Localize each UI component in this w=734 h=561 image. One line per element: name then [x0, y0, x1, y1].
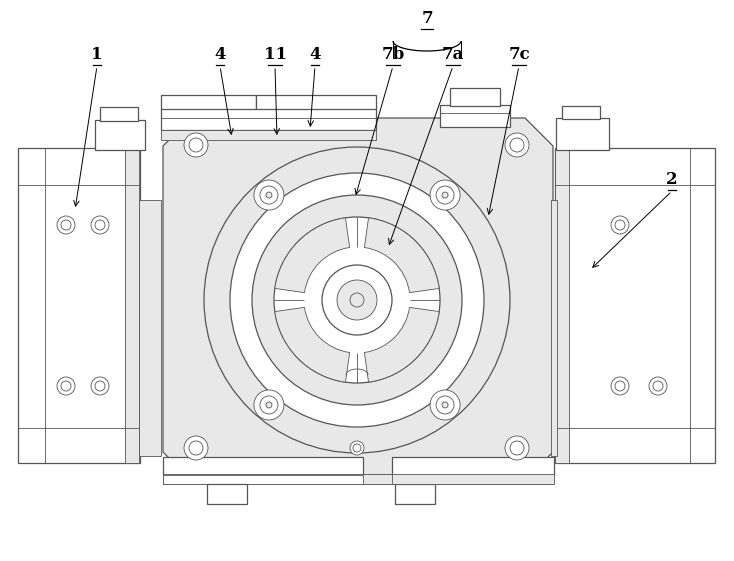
- Circle shape: [649, 377, 667, 395]
- Circle shape: [260, 186, 278, 204]
- Bar: [256, 95, 376, 109]
- Circle shape: [430, 180, 460, 210]
- Bar: [392, 457, 554, 475]
- Circle shape: [184, 133, 208, 157]
- Circle shape: [184, 436, 208, 460]
- Circle shape: [95, 381, 105, 391]
- Bar: [163, 475, 363, 484]
- Circle shape: [91, 377, 109, 395]
- Circle shape: [611, 216, 629, 234]
- Circle shape: [254, 180, 284, 210]
- Circle shape: [615, 220, 625, 230]
- Circle shape: [230, 173, 484, 427]
- Circle shape: [322, 265, 392, 335]
- Text: 2: 2: [666, 171, 677, 188]
- Circle shape: [254, 390, 284, 420]
- Bar: [450, 88, 500, 106]
- Bar: [163, 474, 553, 484]
- Circle shape: [189, 441, 203, 455]
- Bar: [161, 130, 376, 140]
- Circle shape: [615, 381, 625, 391]
- Circle shape: [274, 217, 440, 383]
- Text: 4: 4: [214, 46, 226, 63]
- Wedge shape: [364, 218, 439, 293]
- Bar: [395, 484, 435, 504]
- Circle shape: [61, 220, 71, 230]
- Circle shape: [189, 138, 203, 152]
- Circle shape: [204, 147, 510, 453]
- Bar: [555, 148, 715, 463]
- Circle shape: [611, 377, 629, 395]
- Circle shape: [260, 396, 278, 414]
- Bar: [392, 474, 554, 484]
- Wedge shape: [364, 307, 439, 382]
- Bar: [163, 457, 363, 475]
- Bar: [163, 474, 443, 484]
- Circle shape: [57, 377, 75, 395]
- Text: 1: 1: [91, 46, 103, 63]
- Text: 4: 4: [309, 46, 321, 63]
- Text: 7c: 7c: [508, 46, 530, 63]
- Circle shape: [436, 186, 454, 204]
- Circle shape: [266, 192, 272, 198]
- Wedge shape: [275, 218, 349, 293]
- Text: 7b: 7b: [382, 46, 404, 63]
- Circle shape: [653, 381, 663, 391]
- Bar: [18, 148, 140, 463]
- Circle shape: [350, 293, 364, 307]
- Circle shape: [350, 441, 364, 455]
- Bar: [161, 95, 256, 109]
- Wedge shape: [275, 307, 349, 382]
- Bar: [100, 107, 138, 121]
- Bar: [551, 200, 557, 456]
- Polygon shape: [163, 118, 553, 480]
- Circle shape: [57, 216, 75, 234]
- Circle shape: [442, 402, 448, 408]
- Bar: [95, 120, 145, 150]
- Bar: [139, 200, 161, 456]
- Circle shape: [505, 436, 529, 460]
- Circle shape: [337, 280, 377, 320]
- Bar: [556, 118, 609, 150]
- Circle shape: [91, 216, 109, 234]
- Text: 7a: 7a: [442, 46, 464, 63]
- Circle shape: [95, 220, 105, 230]
- Circle shape: [266, 402, 272, 408]
- Bar: [440, 105, 510, 127]
- Circle shape: [436, 396, 454, 414]
- Circle shape: [61, 381, 71, 391]
- Circle shape: [353, 444, 361, 452]
- Circle shape: [252, 195, 462, 405]
- Bar: [562, 106, 600, 119]
- Bar: [161, 108, 376, 130]
- Bar: [207, 484, 247, 504]
- Circle shape: [442, 192, 448, 198]
- Bar: [125, 148, 139, 463]
- Circle shape: [510, 138, 524, 152]
- Circle shape: [510, 441, 524, 455]
- Circle shape: [505, 133, 529, 157]
- Text: 11: 11: [264, 46, 286, 63]
- Bar: [555, 148, 569, 463]
- Circle shape: [430, 390, 460, 420]
- Text: 7: 7: [421, 10, 433, 27]
